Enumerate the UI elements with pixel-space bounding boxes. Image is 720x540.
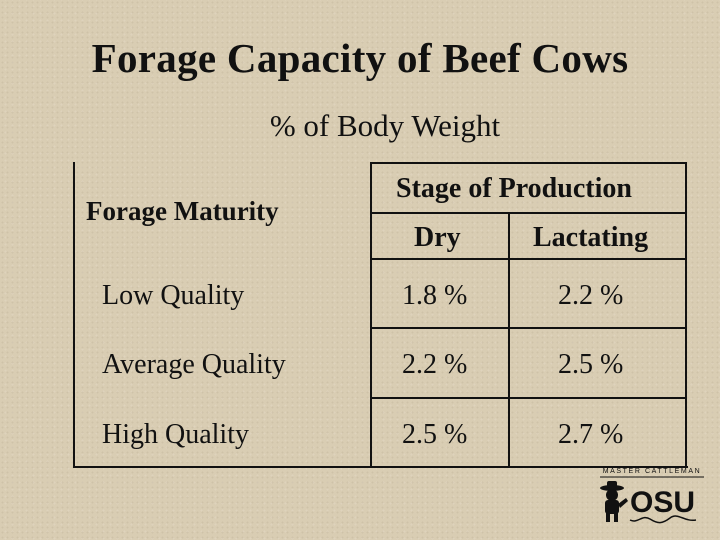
row-rule-1 [372, 327, 686, 329]
cell-low-dry: 1.8 % [402, 280, 468, 311]
col-divider-right [685, 162, 687, 466]
slide-subtitle: % of Body Weight [269, 108, 501, 143]
column-header-lactating: Lactating [533, 222, 649, 253]
cowboy-logo-icon: MASTER CATTLEMAN OSU [600, 468, 704, 524]
row-label-average-quality: Average Quality [102, 349, 286, 380]
column-header-dry: Dry [414, 222, 461, 253]
row-label-low-quality: Low Quality [102, 280, 245, 311]
table-top-rule [372, 162, 686, 164]
cell-average-dry: 2.2 % [402, 349, 468, 380]
cell-high-lactating: 2.7 % [558, 419, 624, 450]
cell-average-lactating: 2.5 % [558, 349, 624, 380]
cell-low-lactating: 2.2 % [558, 280, 624, 311]
col-divider-label [370, 162, 372, 466]
row-header-label: Forage Maturity [86, 196, 279, 226]
row-label-high-quality: High Quality [102, 419, 249, 450]
logo-main-text: OSU [630, 486, 695, 519]
group-header-label: Stage of Production [396, 173, 632, 204]
cowboy-figure [600, 481, 628, 522]
header-rule [372, 258, 686, 260]
logo-top-text: MASTER CATTLEMAN [603, 468, 702, 475]
cell-high-dry: 2.5 % [402, 419, 468, 450]
col-divider-values [508, 212, 510, 466]
table-border [73, 162, 688, 468]
group-header-rule [372, 212, 686, 214]
slide-title: Forage Capacity of Beef Cows [91, 35, 629, 81]
row-rule-2 [372, 397, 686, 399]
